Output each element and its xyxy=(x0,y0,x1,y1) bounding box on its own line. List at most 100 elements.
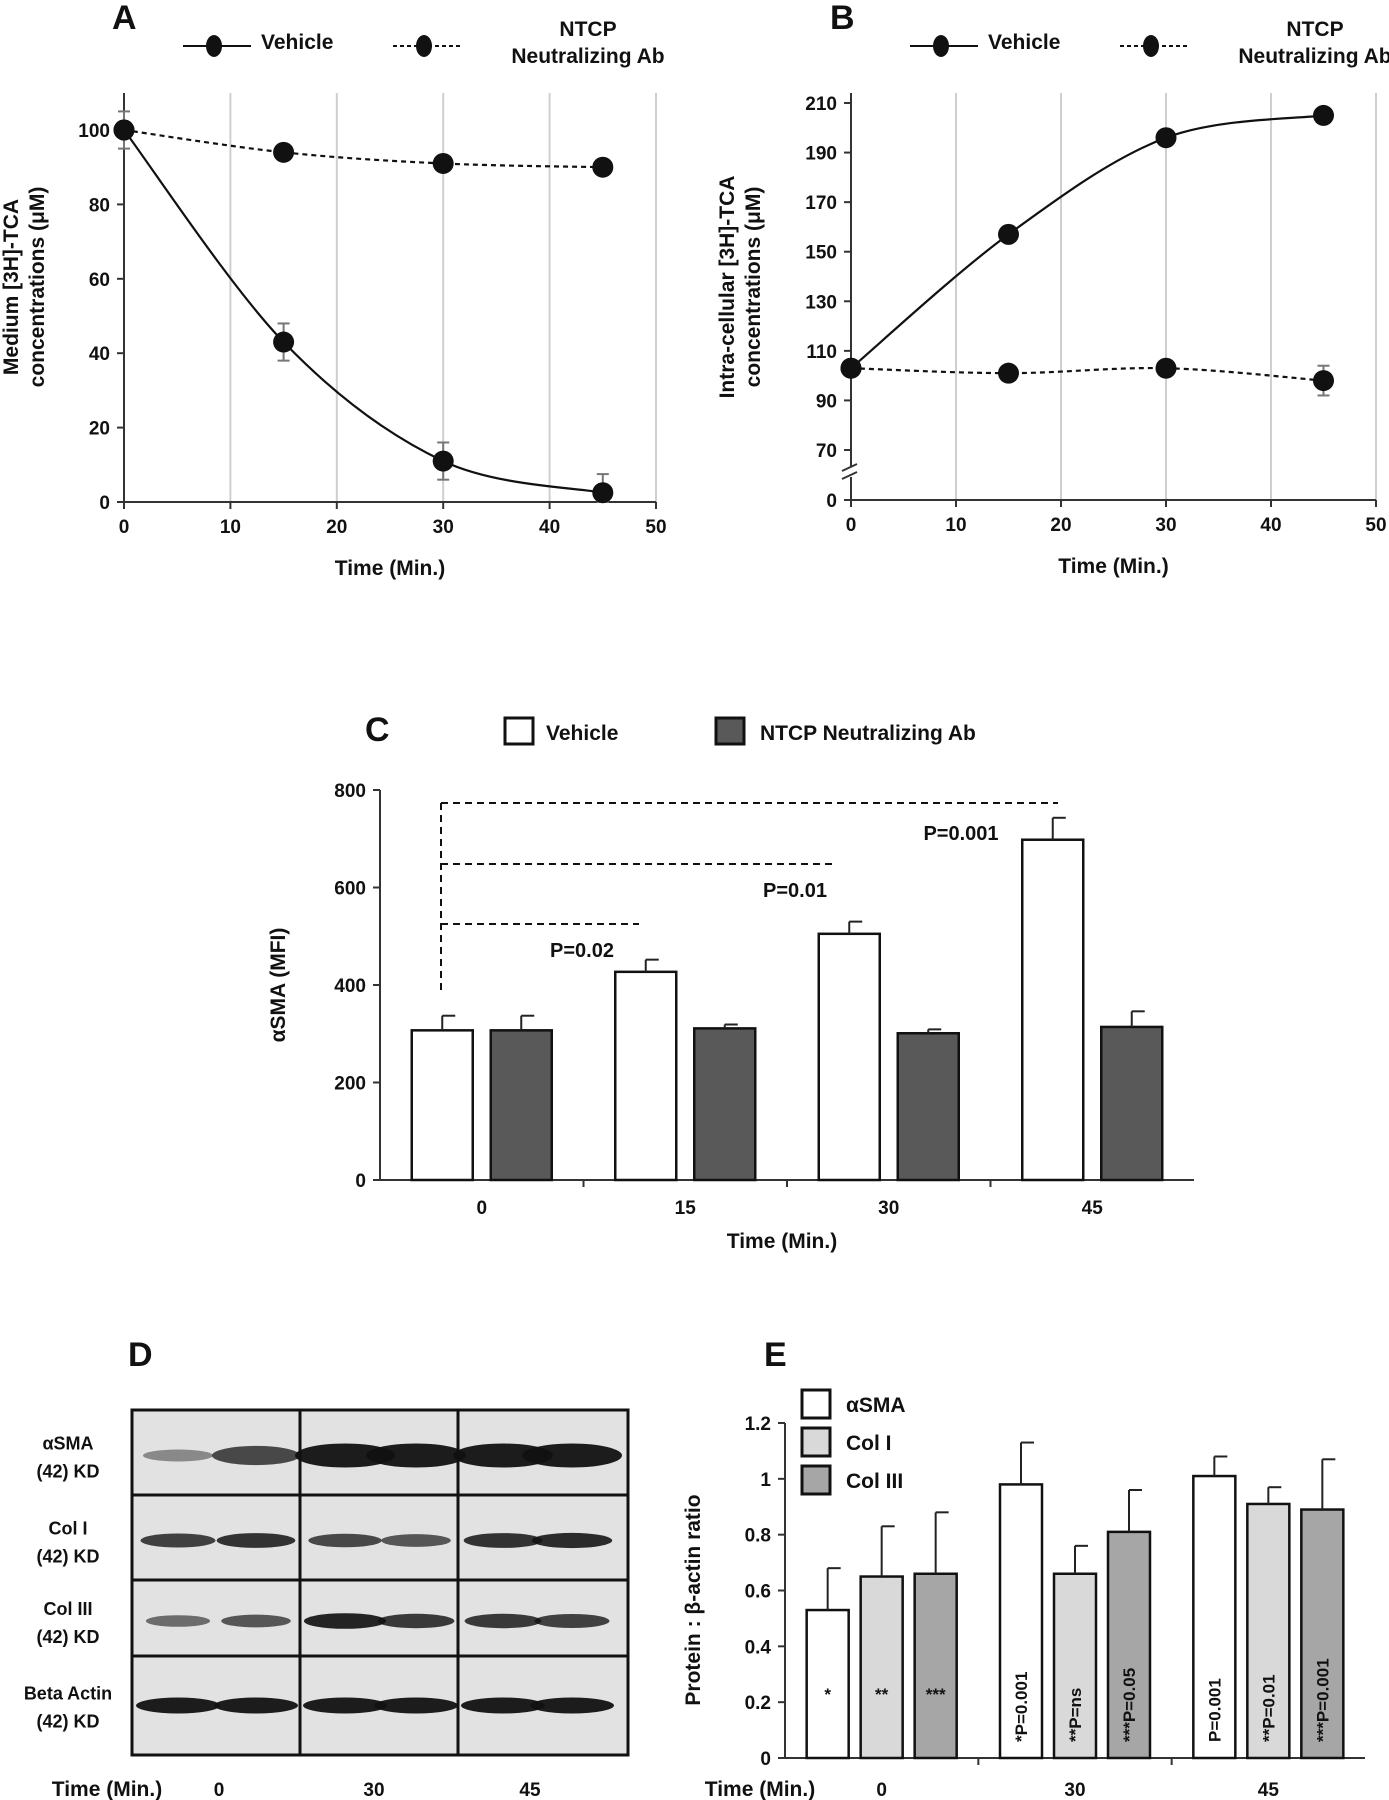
legend-label: Col I xyxy=(846,1432,892,1455)
blot-band xyxy=(216,1533,296,1548)
data-point xyxy=(998,362,1019,384)
panel-letter-a: A xyxy=(112,0,137,37)
x-tick-label: 50 xyxy=(1365,515,1386,536)
blot-band xyxy=(464,1613,542,1629)
x-tick-label: 40 xyxy=(539,517,560,538)
bar-label: ***P=0.05 xyxy=(1120,1668,1139,1742)
bar-label: **P=ns xyxy=(1066,1688,1085,1742)
bar xyxy=(614,970,678,1182)
x-tick-label: 20 xyxy=(1050,515,1071,536)
panel-letter-b: B xyxy=(830,0,855,37)
blot-band xyxy=(453,1443,553,1468)
blot-band xyxy=(463,1533,543,1548)
blot-row-label-line: Col III xyxy=(44,1599,93,1619)
panel-letter-d: D xyxy=(128,1336,153,1374)
y-tick-label: 150 xyxy=(805,243,837,264)
y-axis-title: αSMA (MFI) xyxy=(267,928,290,1043)
data-point xyxy=(113,119,135,141)
y-tick-label: 90 xyxy=(816,391,837,412)
blot-band xyxy=(303,1613,387,1629)
y-tick-label: 0 xyxy=(826,491,837,512)
y-tick-label: 100 xyxy=(78,121,110,142)
y-tick-label: 70 xyxy=(816,441,837,462)
y-tick-label: 20 xyxy=(89,419,110,440)
y-tick-label: 1 xyxy=(760,1470,771,1491)
blot-row-label-line: Col I xyxy=(49,1519,88,1539)
panel-letter-e: E xyxy=(764,1336,787,1374)
legend-label-ntcp-ab: NTCP Neutralizing Ab xyxy=(511,18,664,68)
bar xyxy=(489,1029,553,1182)
legend-marker-ntcp-ab xyxy=(1143,35,1159,57)
bar-label: *** xyxy=(926,1685,946,1704)
y-tick-label: 60 xyxy=(89,270,110,291)
blot-x-title: Time (Min.) xyxy=(52,1778,162,1800)
legend-swatch-ntcp-ab xyxy=(714,716,746,746)
y-tick-label: 170 xyxy=(805,193,837,214)
y-tick-label: 190 xyxy=(805,144,837,165)
panel-e-bar-chart: 00.20.40.60.811.20* ** ***30*P=0.001 **P=ns… xyxy=(682,1388,1365,1800)
bar xyxy=(1052,1572,1098,1760)
blot-band xyxy=(461,1697,545,1714)
legend-label-ntcp-ab: NTCP Neutralizing Ab xyxy=(1238,18,1389,68)
x-axis-title: Time (Min.) xyxy=(1058,555,1168,578)
legend: Vehicle NTCP Neutralizing Ab xyxy=(183,18,665,68)
y-tick-label: 1.2 xyxy=(745,1414,771,1435)
axis-break-mark xyxy=(841,471,858,480)
blot-band xyxy=(214,1697,298,1714)
x-tick-label: 20 xyxy=(326,517,347,538)
bar xyxy=(410,1029,474,1182)
x-tick-label: 0 xyxy=(876,1780,887,1800)
y-tick-label: 80 xyxy=(89,195,110,216)
bar-label: ***P=0.001 xyxy=(1313,1658,1332,1742)
legend-marker-vehicle xyxy=(206,35,222,57)
data-point xyxy=(273,141,295,163)
legend-label-vehicle: Vehicle xyxy=(546,722,618,745)
y-axis-title: Intra-cellular [3H]-TCA concentrations (μ… xyxy=(716,176,765,399)
data-point xyxy=(592,156,614,178)
x-tick-label: 10 xyxy=(945,515,966,536)
x-tick-label: 45 xyxy=(1258,1780,1280,1800)
legend-label-ntcp-ab: NTCP Neutralizing Ab xyxy=(760,722,976,745)
bar-label: * xyxy=(824,1685,831,1704)
y-axis-title-line: Medium [3H]-TCA xyxy=(0,199,23,375)
x-tick-label: 45 xyxy=(1082,1198,1104,1219)
legend-label: αSMA xyxy=(846,1394,906,1417)
y-tick-label: 210 xyxy=(805,94,837,115)
bar xyxy=(998,1483,1044,1760)
blot-band xyxy=(143,1449,213,1462)
y-tick-label: 400 xyxy=(334,976,366,997)
blot-band xyxy=(295,1443,395,1468)
x-tick-label: 40 xyxy=(1260,515,1281,536)
bar xyxy=(1192,1474,1237,1760)
panel-c-bar-chart: 0 200 400 600 800 0 15 30 45 Time (Min.) αSMA (MFI… xyxy=(267,716,1194,1253)
bar xyxy=(896,1032,960,1182)
y-tick-label: 0.6 xyxy=(745,1582,771,1603)
y-tick-label: 0 xyxy=(760,1749,771,1770)
y-tick-label: 600 xyxy=(334,879,366,900)
axis-break-mark xyxy=(841,463,858,472)
legend-label: Col III xyxy=(846,1470,903,1493)
blot-band xyxy=(212,1445,300,1466)
bar xyxy=(1100,1025,1164,1182)
legend-label-line: Neutralizing Ab xyxy=(511,45,664,68)
blot-band xyxy=(145,1615,211,1627)
blot-band xyxy=(221,1614,291,1628)
blot-band xyxy=(140,1533,216,1548)
legend-label-vehicle: Vehicle xyxy=(988,31,1060,54)
x-tick-label: 0 xyxy=(476,1198,487,1219)
blot-timepoint-label: 30 xyxy=(363,1780,384,1800)
blot-row-label-line: (42) KD xyxy=(36,1712,99,1732)
bar xyxy=(805,1608,850,1760)
bar xyxy=(859,1575,904,1760)
x-tick-label: 30 xyxy=(1155,515,1176,536)
x-tick-label: 50 xyxy=(645,517,666,538)
data-point xyxy=(432,450,454,472)
y-tick-label: 130 xyxy=(805,292,837,313)
y-axis-title-line: Intra-cellular [3H]-TCA xyxy=(716,176,739,399)
x-tick-label: 10 xyxy=(220,517,241,538)
series-line-ntcp-ab xyxy=(850,366,1324,382)
bar xyxy=(913,1572,958,1760)
bar xyxy=(817,932,881,1182)
legend-swatch-vehicle xyxy=(503,716,535,746)
